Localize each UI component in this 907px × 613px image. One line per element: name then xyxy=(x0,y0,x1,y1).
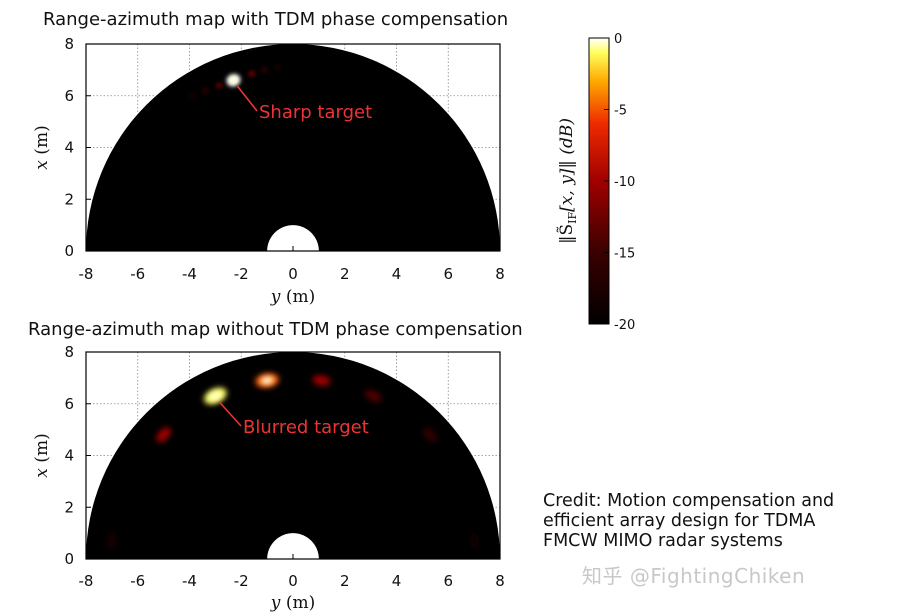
annotation-leader xyxy=(218,401,242,427)
target-spot xyxy=(469,531,480,550)
x-tick-label: 4 xyxy=(392,572,402,590)
y-tick-label: 6 xyxy=(64,395,74,413)
x-tick-label: 8 xyxy=(495,265,505,283)
y-tick-label: 2 xyxy=(64,498,74,516)
x-tick-label: 6 xyxy=(443,572,453,590)
bottom-heatmap-plot: Blurred target -8 -6 -4 -2 0 2 4 6 8 0 2 4 6 8 y (m) x (… xyxy=(32,343,505,613)
watermark: 知乎 @FightingChiken xyxy=(582,564,806,588)
top-chart-title: Range-azimuth map with TDM phase compens… xyxy=(43,9,509,30)
x-tick-label: 2 xyxy=(340,572,350,590)
y-tick-label: 8 xyxy=(64,35,74,53)
credit-line: efficient array design for TDMA xyxy=(543,511,816,531)
target-spot-core xyxy=(229,76,238,84)
target-spot xyxy=(423,427,438,443)
colorbar-label: ‖S̃IF[x, y]‖ (dB) xyxy=(557,118,579,244)
x-tick-label: -2 xyxy=(234,572,249,590)
x-tick-label: 0 xyxy=(288,572,298,590)
x-tick-label: -6 xyxy=(130,265,145,283)
target-spot xyxy=(189,92,196,99)
x-tick-label: 8 xyxy=(495,572,505,590)
target-spots xyxy=(106,373,480,550)
y-tick-label: 2 xyxy=(64,190,74,208)
target-spot xyxy=(248,71,255,77)
target-spot xyxy=(312,375,331,386)
target-spot xyxy=(261,67,268,73)
annotation-label: Sharp target xyxy=(259,102,372,123)
target-spots xyxy=(189,64,281,99)
x-tick-label: -2 xyxy=(234,265,249,283)
x-tick-label: 6 xyxy=(443,265,453,283)
blind-zone xyxy=(267,225,319,251)
target-spot-core xyxy=(209,391,222,401)
colorbar-tick-label: -20 xyxy=(614,318,635,333)
x-tick-label: 2 xyxy=(340,265,350,283)
colorbar-tick-label: -5 xyxy=(614,104,627,119)
y-tick-label: 0 xyxy=(64,242,74,260)
y-tick-label: 8 xyxy=(64,343,74,361)
y-tick-label: 4 xyxy=(64,447,74,465)
target-spot xyxy=(216,82,223,89)
credit-text: Credit: Motion compensation and efficien… xyxy=(543,491,834,551)
target-spot xyxy=(156,427,171,443)
y-axis-label: x (m) xyxy=(32,125,52,169)
annotation-label: Blurred target xyxy=(243,417,369,438)
target-spot xyxy=(201,87,209,94)
colorbar: 0 -5 -10 -15 -20 ‖S̃IF[x, y]‖ (dB) xyxy=(557,32,635,333)
blind-zone xyxy=(267,533,319,559)
x-tick-label: 0 xyxy=(288,265,298,283)
x-tick-label: -4 xyxy=(182,572,197,590)
y-tick-label: 0 xyxy=(64,550,74,568)
colorbar-tick-label: -15 xyxy=(614,247,635,262)
colorbar-tick-label: 0 xyxy=(614,32,622,47)
y-tick-label: 4 xyxy=(64,139,74,157)
credit-line: Credit: Motion compensation and xyxy=(543,491,835,511)
x-tick-label: -6 xyxy=(130,572,145,590)
colorbar-tick-label: -10 xyxy=(614,175,635,190)
target-spot-core xyxy=(260,376,274,385)
top-heatmap-plot: Sharp target -8 -6 -4 -2 0 2 4 6 8 0 2 4 6 8 y (m) x (m) xyxy=(32,35,505,307)
bottom-chart-title: Range-azimuth map without TDM phase comp… xyxy=(28,319,523,340)
field-of-view xyxy=(86,352,500,559)
x-axis-label: y (m) xyxy=(270,593,315,613)
annotation-leader xyxy=(236,85,258,112)
target-spot xyxy=(274,64,281,70)
y-axis-label: x (m) xyxy=(32,433,52,477)
target-spot xyxy=(106,531,117,550)
x-axis-label: y (m) xyxy=(270,287,315,307)
target-spot xyxy=(364,389,382,402)
x-tick-label: -4 xyxy=(182,265,197,283)
x-tick-label: 4 xyxy=(392,265,402,283)
y-tick-label: 6 xyxy=(64,87,74,105)
x-tick-label: -8 xyxy=(79,572,94,590)
credit-line: FMCW MIMO radar systems xyxy=(543,531,783,551)
x-tick-label: -8 xyxy=(79,265,94,283)
